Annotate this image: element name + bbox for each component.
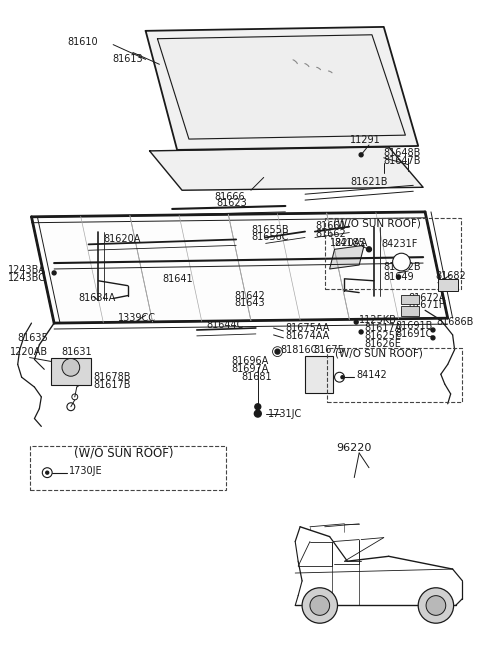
Polygon shape <box>32 212 448 323</box>
Circle shape <box>42 468 52 478</box>
Text: 81647B: 81647B <box>384 156 421 166</box>
Text: 81610: 81610 <box>67 37 97 47</box>
Bar <box>327 348 462 402</box>
Circle shape <box>359 153 363 157</box>
Text: 81634A: 81634A <box>79 294 116 304</box>
Text: (W/O SUN ROOF): (W/O SUN ROOF) <box>335 349 422 359</box>
Text: 81697A: 81697A <box>231 365 269 374</box>
Circle shape <box>393 253 410 271</box>
Polygon shape <box>150 147 423 191</box>
Bar <box>324 218 460 288</box>
Bar <box>438 279 457 290</box>
Text: 81644C: 81644C <box>206 320 244 330</box>
Text: 81681: 81681 <box>241 373 272 382</box>
Text: 81674AA: 81674AA <box>285 331 330 341</box>
Circle shape <box>335 373 344 382</box>
Text: 81613: 81613 <box>112 55 143 64</box>
Circle shape <box>418 588 454 623</box>
Circle shape <box>310 596 330 616</box>
Text: 81621B: 81621B <box>350 177 388 187</box>
Text: 84231F: 84231F <box>382 239 418 250</box>
Bar <box>29 446 226 490</box>
Circle shape <box>302 588 337 623</box>
Text: 81626E: 81626E <box>364 339 401 349</box>
Circle shape <box>341 376 344 378</box>
Bar <box>401 306 419 316</box>
Text: 84142: 84142 <box>356 371 387 380</box>
Text: 1731JC: 1731JC <box>268 409 302 419</box>
Bar <box>305 355 333 393</box>
Text: 81675AA: 81675AA <box>285 323 330 333</box>
Text: 81686B: 81686B <box>436 317 473 327</box>
Circle shape <box>396 275 400 279</box>
Circle shape <box>431 336 435 340</box>
Polygon shape <box>330 245 364 269</box>
Text: (W/O SUN ROOF): (W/O SUN ROOF) <box>74 447 173 459</box>
Text: (W/O SUN ROOF): (W/O SUN ROOF) <box>333 219 420 229</box>
Circle shape <box>431 328 435 332</box>
Text: 81675: 81675 <box>313 345 344 355</box>
Text: 81696A: 81696A <box>231 357 268 367</box>
Circle shape <box>255 404 261 410</box>
Text: 81691C: 81691C <box>396 329 433 339</box>
Circle shape <box>367 247 372 252</box>
Text: 81648B: 81648B <box>384 148 421 158</box>
Circle shape <box>46 471 48 474</box>
Circle shape <box>62 359 80 376</box>
Text: 81617A: 81617A <box>364 323 401 333</box>
Text: 81635: 81635 <box>18 333 48 343</box>
Circle shape <box>426 596 446 616</box>
Text: 1243BA: 1243BA <box>8 265 46 275</box>
Text: 81666: 81666 <box>215 192 245 202</box>
Text: 81643: 81643 <box>234 298 265 308</box>
Text: 81649: 81649 <box>384 272 414 282</box>
Text: 81662: 81662 <box>315 229 346 238</box>
Text: 81625E: 81625E <box>364 331 401 341</box>
Bar <box>51 357 91 385</box>
Text: 1339CC: 1339CC <box>118 313 156 323</box>
Text: 1220AA: 1220AA <box>330 238 368 248</box>
Text: 81631: 81631 <box>61 347 92 357</box>
Text: 1220AB: 1220AB <box>10 347 48 357</box>
Text: 1243BC: 1243BC <box>8 273 46 283</box>
Text: 81672A: 81672A <box>408 292 446 302</box>
Polygon shape <box>157 35 406 139</box>
Text: 96220: 96220 <box>336 443 372 453</box>
Polygon shape <box>145 27 418 150</box>
Text: 81671H: 81671H <box>408 300 446 310</box>
Circle shape <box>254 410 261 417</box>
Text: 81682: 81682 <box>435 271 466 281</box>
Text: 81678B: 81678B <box>94 373 131 382</box>
Text: 81816C: 81816C <box>280 345 318 355</box>
Text: 81617B: 81617B <box>94 380 131 390</box>
Circle shape <box>52 271 56 275</box>
Text: 81623: 81623 <box>216 198 247 208</box>
Text: 1125KB: 1125KB <box>359 315 397 325</box>
Circle shape <box>275 349 280 354</box>
Text: 84185: 84185 <box>335 238 365 248</box>
Text: 81691B: 81691B <box>396 321 433 331</box>
Text: 1730JE: 1730JE <box>69 466 103 476</box>
Text: 81622B: 81622B <box>384 262 421 272</box>
Circle shape <box>359 330 363 334</box>
Circle shape <box>354 320 358 324</box>
Text: 11291: 11291 <box>350 135 381 145</box>
Text: 81642: 81642 <box>234 290 265 300</box>
Text: 81641: 81641 <box>162 274 193 284</box>
Text: 81661: 81661 <box>315 221 346 231</box>
Text: 81656C: 81656C <box>251 233 288 242</box>
Bar <box>401 294 419 304</box>
Text: 81655B: 81655B <box>251 225 288 235</box>
Text: 81620A: 81620A <box>103 235 141 244</box>
